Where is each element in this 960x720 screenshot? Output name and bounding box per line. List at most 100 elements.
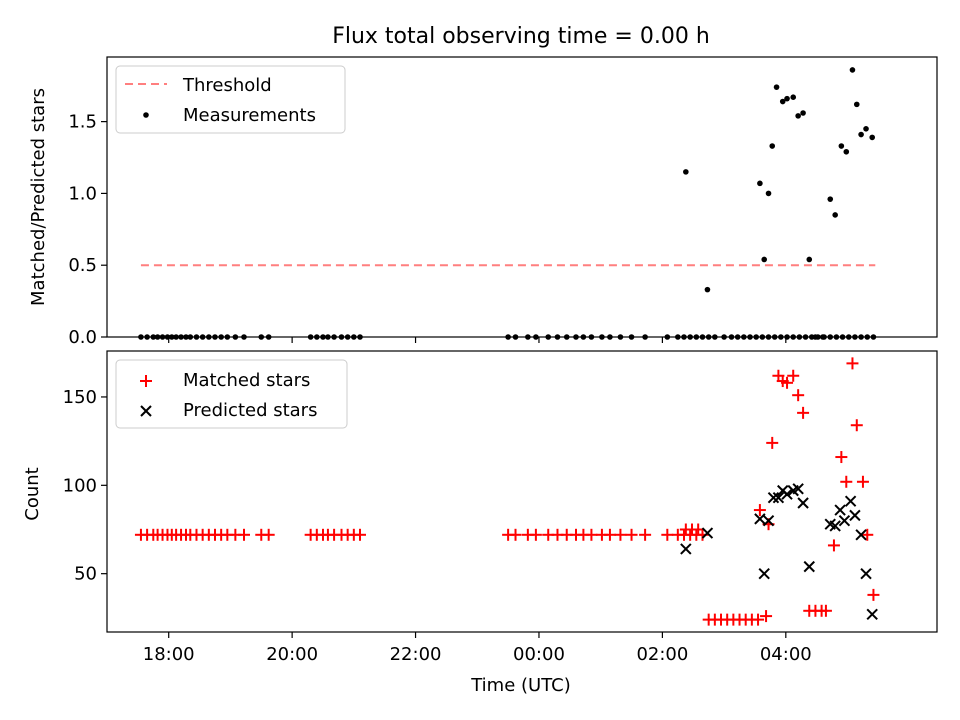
matched-point xyxy=(614,528,627,541)
matched-point xyxy=(262,528,275,541)
predicted-point xyxy=(680,543,692,555)
ratio-y-axis-label: Matched/Predicted stars xyxy=(28,88,49,306)
ratio-panel: 0.0 0.5 1.0 1.5 Matched/Predicted stars Thr… xyxy=(28,56,938,348)
predicted-point xyxy=(860,567,872,580)
predicted-point xyxy=(838,514,851,527)
measurement-point xyxy=(765,190,772,197)
predicted-legend-label: Predicted stars xyxy=(183,400,317,421)
measurement-point xyxy=(827,196,834,202)
matched-point xyxy=(766,436,779,449)
measurement-point xyxy=(853,101,860,108)
predicted-point xyxy=(701,527,714,539)
measurement-point xyxy=(773,84,780,90)
predicted-point xyxy=(762,514,775,527)
matched-point xyxy=(827,539,840,552)
predicted-point xyxy=(866,608,878,621)
count-legend: Matched stars Predicted stars xyxy=(115,359,348,429)
measurement-point xyxy=(849,67,856,73)
predicted-point xyxy=(844,495,857,507)
measurement-point xyxy=(757,180,763,187)
count-legend-box xyxy=(115,359,348,429)
count-y-tick-label: 150 xyxy=(63,387,97,408)
measurement-point xyxy=(832,212,838,218)
matched-point xyxy=(861,528,874,541)
matched-point xyxy=(781,376,794,389)
predicted-point xyxy=(834,504,846,516)
predicted-point xyxy=(792,483,804,495)
matched-point xyxy=(661,528,674,541)
matched-point xyxy=(603,528,616,541)
matched-point xyxy=(760,610,773,623)
predicted-point xyxy=(797,497,809,509)
count-y-ticks: 50 100 150 xyxy=(63,387,107,585)
measurement-point xyxy=(800,110,806,116)
threshold-legend-label: Threshold xyxy=(182,75,272,96)
count-y-axis-label: Count xyxy=(22,467,43,520)
measurement-point xyxy=(769,143,776,149)
count-plot-frame xyxy=(106,350,938,633)
matched-point xyxy=(585,528,598,541)
count-x-tick-label: 22:00 xyxy=(390,644,442,665)
count-x-tick-label: 18:00 xyxy=(143,644,195,665)
matched-point xyxy=(237,528,250,541)
predicted-point xyxy=(829,520,841,532)
measurement-point xyxy=(843,148,850,155)
ratio-y-tick-label: 0.0 xyxy=(68,327,97,348)
ratio-y-tick-label: 1.0 xyxy=(68,183,97,204)
measurements-legend-label: Measurements xyxy=(183,105,316,126)
count-x-ticks: 18:00 20:00 22:00 00:00 02:00 04:00 xyxy=(143,632,812,665)
matched-point xyxy=(753,504,766,517)
measurement-point xyxy=(858,131,864,138)
ratio-x-ticks xyxy=(168,337,787,343)
ratio-legend-box xyxy=(115,65,346,134)
predicted-legend-swatch xyxy=(140,405,152,417)
matched-point xyxy=(625,528,638,541)
predicted-point xyxy=(758,567,770,580)
predicted-point xyxy=(767,491,780,504)
count-y-tick-label: 50 xyxy=(74,564,97,585)
measurement-point xyxy=(869,134,876,141)
matched-point xyxy=(846,357,859,370)
matched-point xyxy=(835,451,848,464)
ratio-y-tick-label: 1.5 xyxy=(68,112,97,133)
predicted-point xyxy=(849,509,861,522)
matched-point xyxy=(787,369,800,382)
matched-point xyxy=(529,528,542,541)
measurement-point xyxy=(683,169,689,175)
matched-legend-label: Matched stars xyxy=(183,370,310,391)
measurement-point xyxy=(779,98,786,105)
matched-legend-swatch xyxy=(140,375,152,387)
matched-point xyxy=(354,528,367,541)
measurement-point xyxy=(790,94,797,101)
count-marks xyxy=(134,357,880,626)
predicted-point xyxy=(781,488,793,500)
ratio-legend: Threshold Measurements xyxy=(115,65,346,134)
measurement-point xyxy=(784,95,790,102)
measurement-point xyxy=(838,143,845,149)
ratio-plot-frame xyxy=(106,56,938,338)
count-x-tick-label: 20:00 xyxy=(266,644,318,665)
matched-point xyxy=(509,528,522,541)
predicted-point xyxy=(855,529,867,541)
matched-point xyxy=(840,475,853,488)
matched-point xyxy=(797,406,810,419)
count-x-axis-label: Time (UTC) xyxy=(470,675,571,696)
matched-point xyxy=(867,588,880,601)
measurement-point xyxy=(806,256,813,263)
matched-point xyxy=(692,523,705,536)
ratio-y-ticks: 0.0 0.5 1.0 1.5 xyxy=(68,112,107,348)
chart-title: Flux total observing time = 0.00 h xyxy=(332,24,710,49)
predicted-point xyxy=(803,560,815,573)
ratio-y-tick-label: 0.5 xyxy=(68,255,97,276)
matched-point xyxy=(792,389,805,402)
matched-point xyxy=(856,475,869,488)
count-x-tick-label: 00:00 xyxy=(513,644,565,665)
matched-point xyxy=(752,613,765,626)
measurement-point xyxy=(761,256,768,263)
count-x-tick-label: 02:00 xyxy=(636,644,688,665)
matched-point xyxy=(819,604,832,617)
predicted-point xyxy=(754,513,766,525)
count-x-tick-label: 04:00 xyxy=(760,644,812,665)
